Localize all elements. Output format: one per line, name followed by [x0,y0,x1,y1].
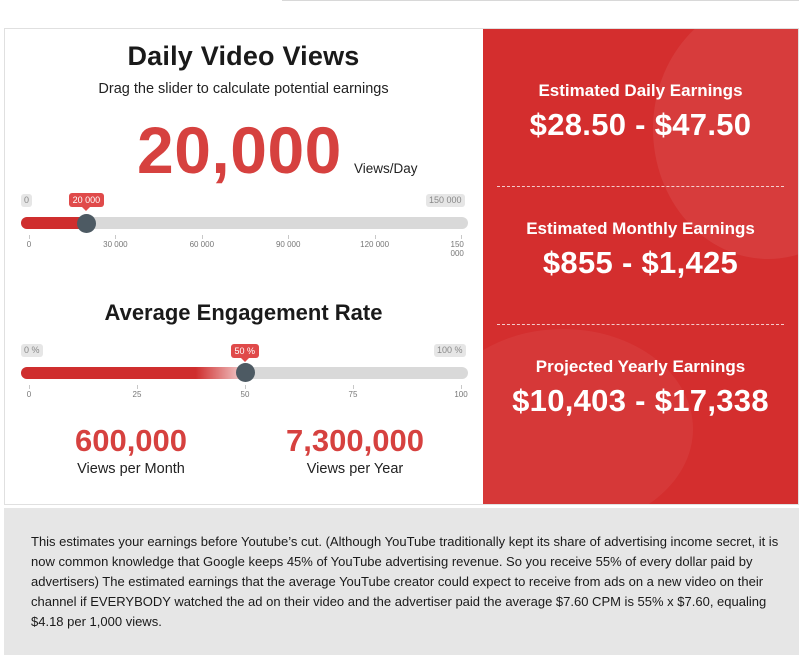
slider-tick-label: 75 [348,390,358,399]
slider-tick-label: 0 [26,390,32,399]
monthly-earnings-label: Estimated Monthly Earnings [526,219,755,238]
disclaimer-note: This estimates your earnings before Yout… [4,508,799,655]
daily-earnings-label: Estimated Daily Earnings [538,81,743,100]
daily-views-title: Daily Video Views [127,41,360,71]
monthly-views-stat: 600,000 Views per Month [31,423,231,477]
slider-tick [29,235,30,239]
earnings-divider [497,186,784,187]
slider-tick-label: 25 [132,390,142,399]
slider-tick-label: 150 000 [450,240,464,258]
slider-tick [201,235,203,239]
slider-tick-label: 120 000 [360,240,390,249]
daily-views-value: 20,000 [137,113,342,187]
slider-tick-label: 50 [240,390,250,399]
earnings-panel: Estimated Daily Earnings $28.50 - $47.50… [483,29,798,504]
views-slider-handle[interactable] [77,214,97,233]
calculator-card: Daily Video Views Drag the slider to cal… [4,28,799,505]
engagement-slider-value-bubble: 50 % [230,344,260,362]
input-panel: Daily Video Views Drag the slider to cal… [5,29,482,504]
views-slider-max-label: 150 000 [426,194,465,207]
engagement-slider-min-label: 0 % [21,344,43,357]
yearly-earnings-value: $10,403 - $17,338 [512,383,769,418]
engagement-title: Average Engagement Rate [104,300,383,325]
views-slider-value-bubble: 20 000 [68,193,105,211]
yearly-views-label: Views per Year [306,461,404,477]
daily-earnings-block: Estimated Daily Earnings $28.50 - $47.50 [483,81,798,143]
slider-tick [29,385,30,389]
slider-tick [374,235,376,239]
engagement-slider-max-label: 100 % [434,344,466,357]
slider-tick [461,235,462,239]
yearly-earnings-label: Projected Yearly Earnings [535,357,746,376]
views-slider-track[interactable] [21,217,468,229]
slider-tick-label: 60 000 [189,240,215,249]
engagement-slider-handle[interactable] [235,363,255,382]
yearly-views-value: 7,300,000 [286,423,424,458]
engagement-slider-fill [21,367,245,379]
monthly-views-value: 600,000 [74,423,188,458]
slider-tick [245,385,246,389]
slider-tick-label: 0 [26,240,32,249]
daily-views-subtitle: Drag the slider to calculate potential e… [98,81,389,97]
slider-tick [137,385,138,389]
slider-tick-label: 90 000 [275,240,301,249]
monthly-earnings-value: $855 - $1,425 [542,245,739,280]
daily-views-unit: Views/Day [354,161,418,176]
yearly-earnings-block: Projected Yearly Earnings $10,403 - $17,… [483,357,798,419]
yearly-views-stat: 7,300,000 Views per Year [255,423,455,477]
daily-earnings-value: $28.50 - $47.50 [529,107,752,142]
slider-tick [288,235,290,239]
slider-tick [353,385,354,389]
slider-tick-label: 30 000 [103,240,128,249]
views-slider-min-label: 0 [21,194,33,207]
slider-tick [461,385,462,389]
slider-tick [115,235,117,239]
earnings-divider [497,324,784,325]
top-divider [282,0,799,1]
views-slider-fill [21,217,87,229]
monthly-earnings-block: Estimated Monthly Earnings $855 - $1,425 [483,219,798,281]
monthly-views-label: Views per Month [77,461,185,477]
slider-tick-label: 100 [454,390,468,399]
